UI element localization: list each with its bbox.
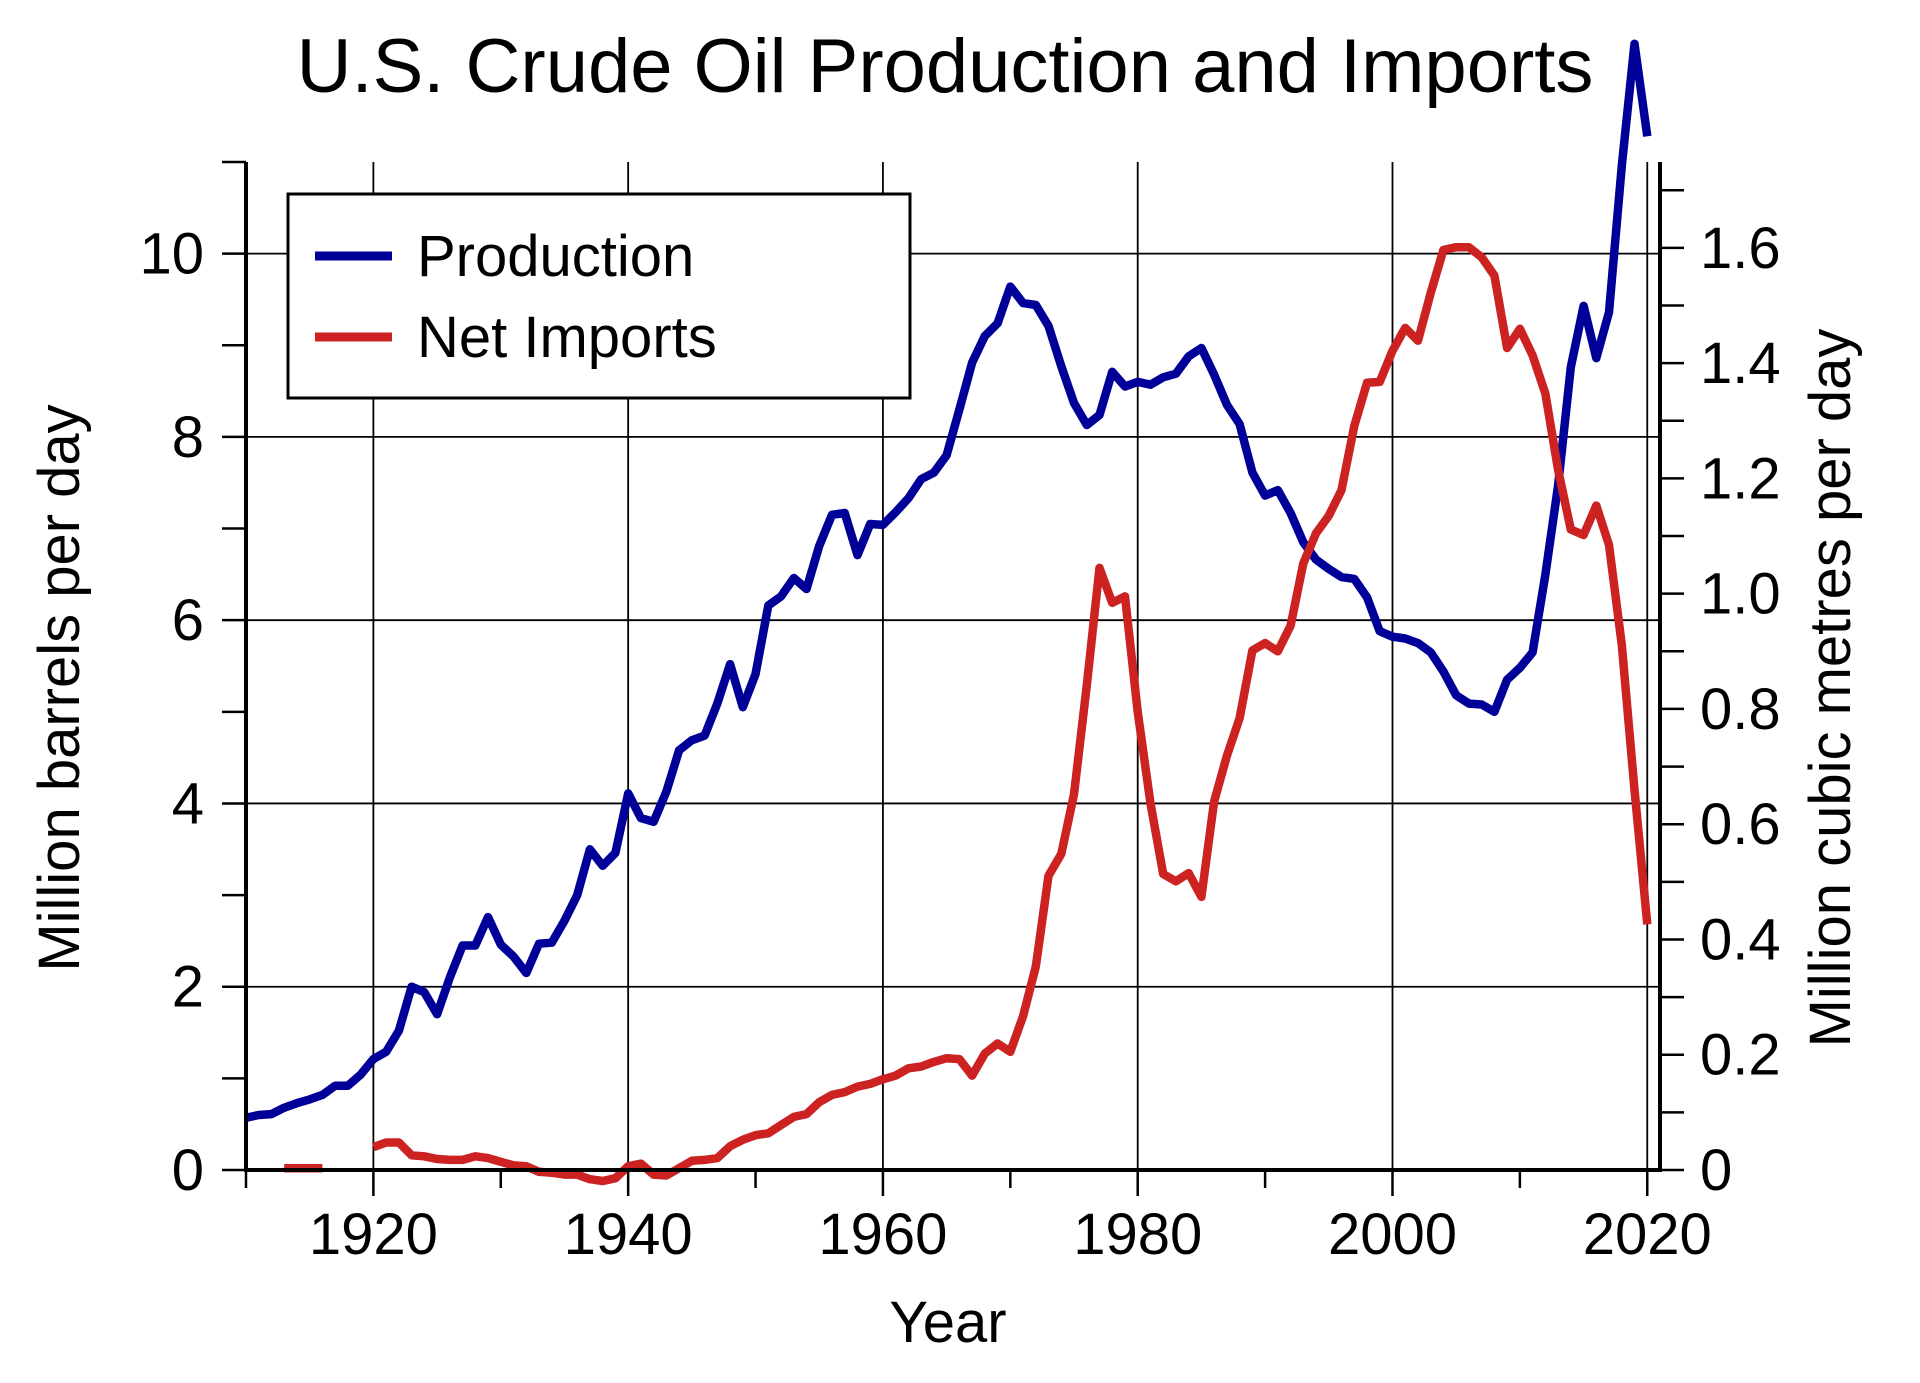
series-line-production-0 xyxy=(245,39,1652,1122)
y-tick-label-right-0.6: 0.6 xyxy=(1700,792,1781,857)
y-tick-label-left-0: 0 xyxy=(172,1138,204,1203)
legend-label-production: Production xyxy=(417,224,694,289)
x-tick-label-2020: 2020 xyxy=(1583,1202,1712,1267)
y-tick-label-right-1.0: 1.0 xyxy=(1700,562,1781,627)
x-tick-label-2000: 2000 xyxy=(1328,1202,1457,1267)
series-line-net-imports-1 xyxy=(371,242,1652,1186)
x-tick-label-1980: 1980 xyxy=(1073,1202,1202,1267)
y-tick-label-left-8: 8 xyxy=(172,405,204,470)
x-tick-label-1920: 1920 xyxy=(309,1202,438,1267)
y-tick-label-right-0: 0 xyxy=(1700,1138,1732,1203)
y-tick-label-right-0.2: 0.2 xyxy=(1700,1023,1781,1088)
y-tick-label-right-0.4: 0.4 xyxy=(1700,907,1781,972)
y-tick-label-right-1.2: 1.2 xyxy=(1700,446,1781,511)
y-tick-label-left-10: 10 xyxy=(139,222,204,287)
y-tick-label-right-1.4: 1.4 xyxy=(1700,331,1781,396)
y-tick-label-left-2: 2 xyxy=(172,955,204,1020)
chart-title: U.S. Crude Oil Production and Imports xyxy=(297,24,1594,109)
y-tick-label-left-4: 4 xyxy=(172,771,204,836)
legend-box xyxy=(286,192,912,400)
axes: 1920 1940 1960 1980 2000 2020024681000.20.40.… xyxy=(139,160,1781,1267)
legend-label-net-imports: Net Imports xyxy=(417,305,717,370)
y-tick-label-left-6: 6 xyxy=(172,588,204,653)
x-axis-title: Year xyxy=(889,1290,1006,1355)
legend: Production Net Imports xyxy=(286,192,912,400)
y-tick-label-right-0.8: 0.8 xyxy=(1700,677,1781,742)
y-axis-title-left: Million barrels per day xyxy=(27,404,92,971)
x-tick-label-1960: 1960 xyxy=(818,1202,947,1267)
y-tick-label-right-1.6: 1.6 xyxy=(1700,216,1781,281)
x-tick-label-1940: 1940 xyxy=(564,1202,693,1267)
y-axis-title-right: Million cubic metres per day xyxy=(1798,329,1863,1048)
